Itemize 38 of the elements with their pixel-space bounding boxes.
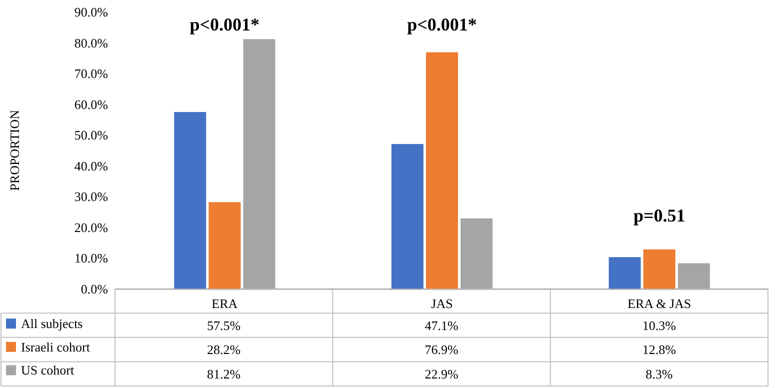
y-tick-label: 0.0% bbox=[80, 281, 108, 296]
annotation: p=0.51 bbox=[633, 206, 686, 226]
bar bbox=[426, 52, 458, 289]
bar bbox=[678, 263, 710, 289]
y-tick-label: 70.0% bbox=[74, 66, 108, 82]
data-label: 47.1% bbox=[424, 318, 458, 333]
data-label: 10.3% bbox=[642, 318, 676, 333]
data-label: 81.2% bbox=[207, 366, 241, 382]
data-label: 8.3% bbox=[646, 366, 673, 382]
x-tick-label: ERA & JAS bbox=[628, 296, 692, 311]
y-tick-label: 50.0% bbox=[74, 128, 108, 143]
data-label: 57.5% bbox=[207, 318, 241, 333]
annotation: p<0.001* bbox=[407, 14, 477, 34]
annotation: p<0.001* bbox=[190, 14, 260, 34]
bar bbox=[608, 257, 641, 289]
legend-label: Israeli cohort bbox=[21, 339, 90, 354]
y-tick-label: 10.0% bbox=[74, 250, 108, 266]
data-label: 28.2% bbox=[207, 342, 241, 358]
bar bbox=[391, 144, 424, 289]
bar bbox=[174, 112, 206, 289]
bar bbox=[243, 39, 276, 289]
y-tick-label: 30.0% bbox=[74, 189, 108, 204]
y-tick-label: 80.0% bbox=[74, 35, 108, 50]
x-tick-label: JAS bbox=[431, 296, 453, 311]
y-tick-label: 90.0% bbox=[74, 4, 108, 20]
y-tick-label: 20.0% bbox=[74, 220, 108, 235]
bar bbox=[208, 202, 241, 289]
data-label: 76.9% bbox=[424, 342, 458, 358]
data-label: 12.8% bbox=[642, 342, 676, 358]
legend-label: All subjects bbox=[21, 316, 83, 332]
bar bbox=[460, 218, 493, 289]
x-tick-label: ERA bbox=[212, 296, 238, 311]
y-axis-title: PROPORTION bbox=[7, 109, 22, 191]
bar bbox=[643, 249, 676, 289]
legend-label: US cohort bbox=[21, 362, 74, 378]
y-tick-label: 60.0% bbox=[74, 96, 108, 112]
data-label: 22.9% bbox=[424, 366, 458, 382]
y-tick-label: 40.0% bbox=[74, 158, 108, 174]
